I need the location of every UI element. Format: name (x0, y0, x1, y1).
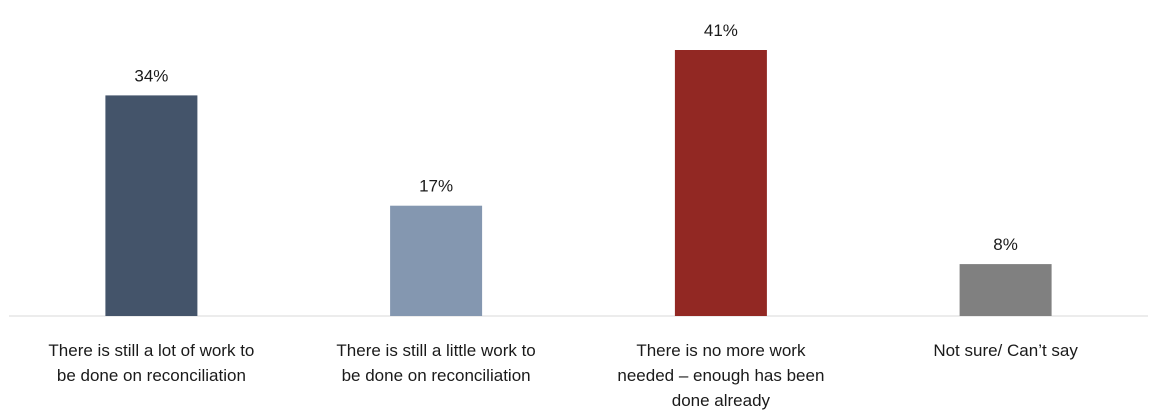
category-label-2: There is still a little work to be done o… (336, 341, 535, 385)
category-label-line: needed – enough has been (617, 366, 824, 385)
data-label-1: 34% (134, 66, 168, 85)
category-label-line: There is no more work (636, 341, 806, 360)
category-labels-layer: There is still a lot of work to be done o… (48, 341, 1078, 410)
data-label-2: 17% (419, 177, 453, 196)
bar-3 (674, 50, 767, 316)
category-label-line: be done on reconciliation (342, 366, 531, 385)
bar-4 (959, 264, 1052, 316)
data-label-3: 41% (704, 21, 738, 40)
category-label-1: There is still a lot of work to be done o… (48, 341, 254, 385)
category-label-3: There is no more work needed – enough has… (617, 341, 824, 410)
bars-layer (105, 50, 1052, 317)
category-label-line: There is still a little work to (336, 341, 535, 360)
value-labels-layer: 34% 17% 41% 8% (134, 21, 1018, 254)
data-label-4: 8% (993, 235, 1018, 254)
bar-1 (105, 95, 198, 317)
category-label-line: Not sure/ Can’t say (933, 341, 1078, 360)
bar-2 (390, 205, 483, 316)
category-label-4: Not sure/ Can’t say (933, 341, 1078, 360)
category-label-line: done already (672, 391, 771, 410)
category-label-line: There is still a lot of work to (48, 341, 254, 360)
category-label-line: be done on reconciliation (57, 366, 246, 385)
